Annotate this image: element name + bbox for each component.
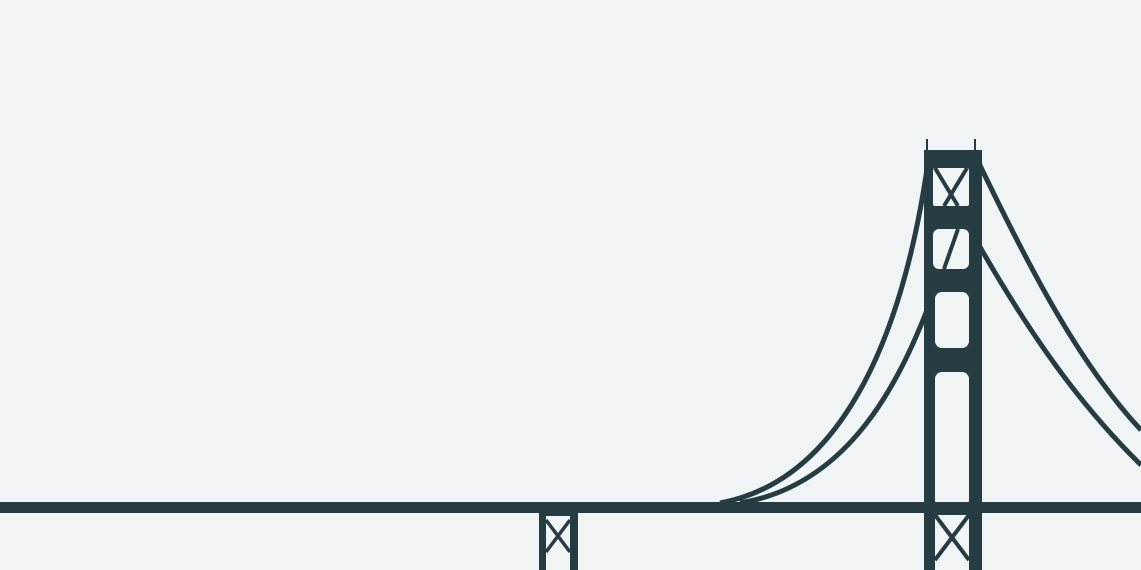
main-cable-left-lower — [739, 304, 932, 506]
bridge-deck — [0, 502, 1141, 513]
bridge-tower — [924, 139, 982, 570]
main-cable-right-upper — [972, 153, 1141, 432]
main-cable-left-upper — [719, 154, 932, 506]
main-cable-right-lower — [973, 238, 1141, 467]
bridge-pier — [539, 508, 578, 570]
